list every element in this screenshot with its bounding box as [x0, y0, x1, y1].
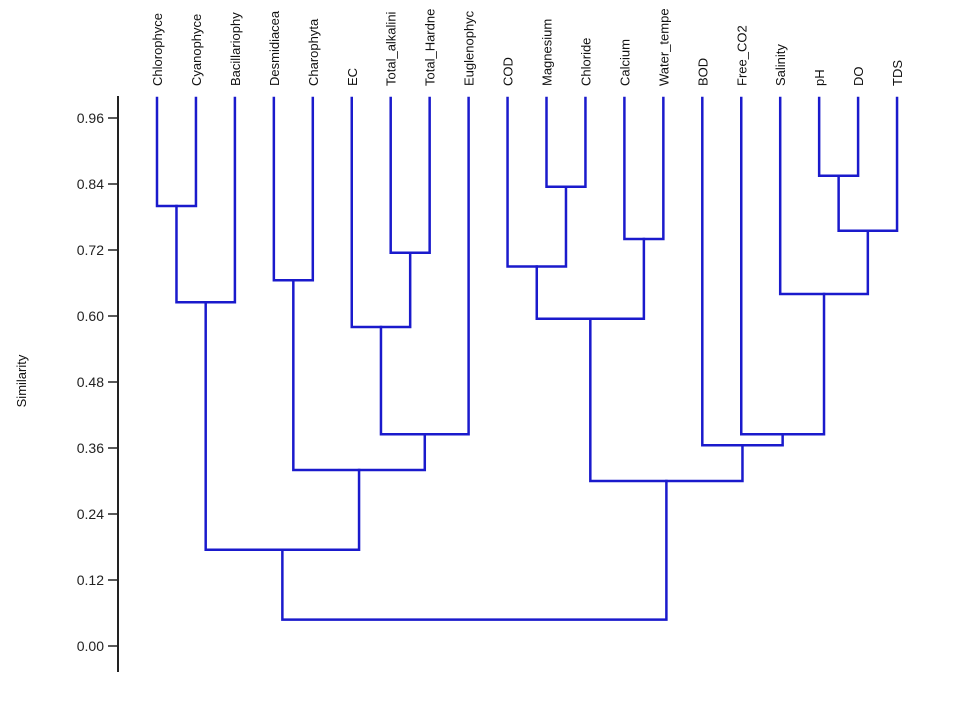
y-tick-label: 0.12 [77, 572, 104, 588]
dendrogram-link [204, 301, 361, 551]
leaf-label: Total_alkalini [384, 11, 399, 86]
dendrogram-link [837, 96, 899, 232]
y-tick-label: 0.60 [77, 308, 104, 324]
leaf-label: pH [812, 69, 827, 86]
leaf-label: DO [851, 67, 866, 87]
dendrogram-link [623, 96, 665, 241]
dendrogram-link [155, 96, 198, 208]
dendrogram-link [817, 96, 860, 177]
y-axis: 0.00 0.12 0.24 0.36 0.48 0.60 0.72 0.84 0.96 [77, 96, 119, 672]
dendrogram-link [389, 96, 431, 254]
dendrogram-link [281, 479, 668, 621]
dendrogram-link [272, 96, 315, 282]
leaf-label: TDS [890, 60, 905, 86]
dendrogram-link [535, 237, 646, 320]
leaf-label: Total_Hardne [423, 9, 438, 86]
leaf-label: Bacillariophy [228, 12, 243, 86]
leaf-label: Magnesium [540, 19, 555, 86]
dendrogram-link [175, 96, 237, 304]
dendrogram-link [778, 96, 870, 296]
leaf-label: BOD [695, 58, 710, 86]
y-tick-label: 0.96 [77, 110, 104, 126]
y-tick-label: 0.36 [77, 440, 104, 456]
leaf-label: Water_tempe [656, 8, 671, 86]
leaf-label: EC [345, 68, 360, 86]
leaf-label: Cyanophyce [189, 14, 204, 86]
y-tick-label: 0.00 [77, 638, 104, 654]
leaf-label: COD [501, 57, 516, 86]
leaf-label: Calcium [617, 39, 632, 86]
y-axis-title: Similarity [14, 354, 29, 407]
leaf-label: Chlorophyce [150, 13, 165, 86]
dendrogram-link [740, 96, 826, 436]
leaf-label: Salinity [773, 44, 788, 86]
leaf-label: Chloride [578, 38, 593, 86]
leaf-label: Euglenophyc [462, 10, 477, 86]
leaf-label: Desmidiacea [267, 10, 282, 86]
dendrogram-links [155, 96, 899, 621]
dendrogram-link [350, 96, 412, 329]
dendrogram-link [292, 279, 427, 472]
dendrogram-link [379, 96, 470, 436]
y-tick-label: 0.24 [77, 506, 104, 522]
y-tick-label: 0.48 [77, 374, 104, 390]
leaf-label: Charophyta [306, 18, 321, 86]
y-tick-label: 0.72 [77, 242, 104, 258]
leaf-labels: Chlorophyce Cyanophyce Bacillariophy Desmid… [150, 8, 905, 86]
dendrogram-link [506, 96, 568, 268]
y-tick-label: 0.84 [77, 176, 104, 192]
leaf-label: Free_CO2 [734, 25, 749, 86]
dendrogram-link [545, 96, 587, 188]
dendrogram-link [589, 317, 744, 483]
